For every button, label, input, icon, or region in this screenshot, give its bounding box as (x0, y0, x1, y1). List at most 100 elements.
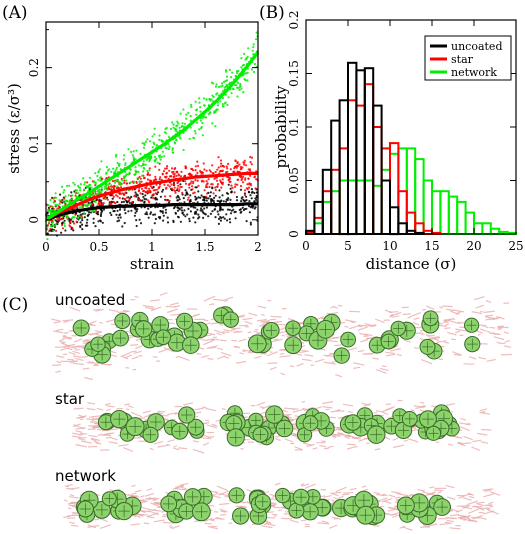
data-point-network (160, 155, 163, 158)
data-point-star (147, 199, 150, 202)
polymer-strand (449, 527, 461, 530)
data-point-uncoated (242, 198, 245, 201)
polymer-strand (335, 408, 341, 412)
data-point-network (114, 179, 117, 182)
polymer-strand (52, 330, 64, 334)
polymer-strand (200, 437, 212, 440)
data-point-star (196, 160, 199, 163)
polymer-strand (409, 493, 414, 496)
data-point-network (105, 184, 108, 187)
data-point-star (228, 180, 231, 184)
data-point-network (80, 204, 83, 207)
histogram-bar-star (372, 126, 383, 235)
polymer-strand (163, 347, 175, 353)
histogram-bar-uncoated (380, 179, 392, 235)
data-point-uncoated (97, 220, 100, 223)
polymer-strand (157, 444, 169, 448)
polymer-strand (110, 436, 118, 441)
polymer-strand (132, 368, 137, 371)
x-tick-label: 25 (508, 239, 523, 253)
polymer-strand (479, 411, 491, 415)
data-point-uncoated (175, 196, 178, 199)
data-point-star (194, 179, 197, 182)
data-point-star (148, 201, 151, 204)
polymer-strand (139, 495, 145, 498)
polymer-strand (402, 526, 413, 531)
polymer-strand (323, 361, 336, 365)
polymer-strand (457, 321, 464, 324)
data-point-star (133, 195, 136, 198)
data-point-star (186, 198, 189, 201)
data-point-network (46, 225, 49, 228)
polymer-strand (283, 407, 295, 410)
polymer-strand (169, 526, 175, 529)
data-point-network (93, 209, 96, 212)
polymer-strand (134, 489, 142, 493)
data-point-network (193, 129, 197, 133)
data-point-network (243, 78, 246, 81)
data-point-network (71, 194, 74, 197)
polymer-strand (414, 347, 419, 349)
average-line-uncoated (45, 202, 258, 222)
data-point-network (149, 157, 152, 160)
snapshots-panel: uncoated star network (51, 291, 513, 531)
data-point-network (171, 121, 174, 124)
polymer-strand (462, 504, 471, 510)
data-point-star (203, 189, 206, 192)
polymer-strand (208, 346, 217, 349)
data-point-network (171, 151, 174, 154)
data-point-star (116, 195, 119, 198)
polymer-strand (88, 415, 95, 419)
polymer-strand (385, 405, 396, 411)
data-point-network (141, 174, 144, 177)
y-tick-label: 0 (287, 230, 301, 238)
data-point-star (190, 167, 194, 171)
polymer-strand (129, 350, 137, 353)
data-point-network (108, 168, 111, 171)
data-point-star (197, 184, 200, 187)
data-point-network (143, 142, 146, 145)
data-point-star (227, 179, 230, 182)
data-point-uncoated (225, 192, 229, 195)
polymer-strand (64, 499, 68, 502)
data-point-star (165, 171, 168, 175)
polymer-strand (216, 485, 228, 491)
data-point-uncoated (116, 209, 119, 212)
polymer-strand (71, 360, 77, 363)
data-point-network (155, 157, 158, 160)
polymer-strand (357, 324, 369, 327)
data-point-network (46, 228, 49, 231)
data-point-uncoated (223, 217, 226, 220)
histogram-bar-network (313, 222, 324, 236)
histogram-bar-star (389, 142, 400, 236)
data-point-uncoated (157, 216, 160, 219)
data-point-network (212, 95, 215, 99)
data-point-uncoated (153, 213, 157, 216)
data-point-uncoated (194, 186, 197, 189)
data-point-network (127, 173, 130, 176)
data-point-network (242, 91, 245, 94)
polymer-strand (385, 351, 395, 355)
data-point-uncoated (144, 212, 147, 216)
data-point-uncoated (63, 219, 66, 222)
histogram-bar-network (363, 179, 375, 235)
data-point-network (195, 108, 198, 111)
data-point-uncoated (130, 209, 133, 212)
data-point-network (89, 183, 92, 186)
polymer-strand (496, 341, 501, 344)
data-point-network (90, 186, 93, 189)
data-point-uncoated (47, 206, 51, 209)
data-point-network (61, 185, 64, 188)
polymer-strand (72, 345, 85, 348)
data-point-network (137, 164, 140, 167)
polymer-strand (213, 329, 225, 335)
polymer-strand (73, 407, 84, 410)
data-point-star (235, 166, 238, 169)
polymer-strand (125, 366, 130, 369)
data-point-network (198, 128, 201, 131)
histogram-bar-star (380, 147, 392, 235)
histogram-bar-network (422, 179, 434, 235)
data-point-network (153, 155, 156, 159)
data-point-star (146, 178, 149, 181)
data-point-uncoated (162, 214, 165, 217)
